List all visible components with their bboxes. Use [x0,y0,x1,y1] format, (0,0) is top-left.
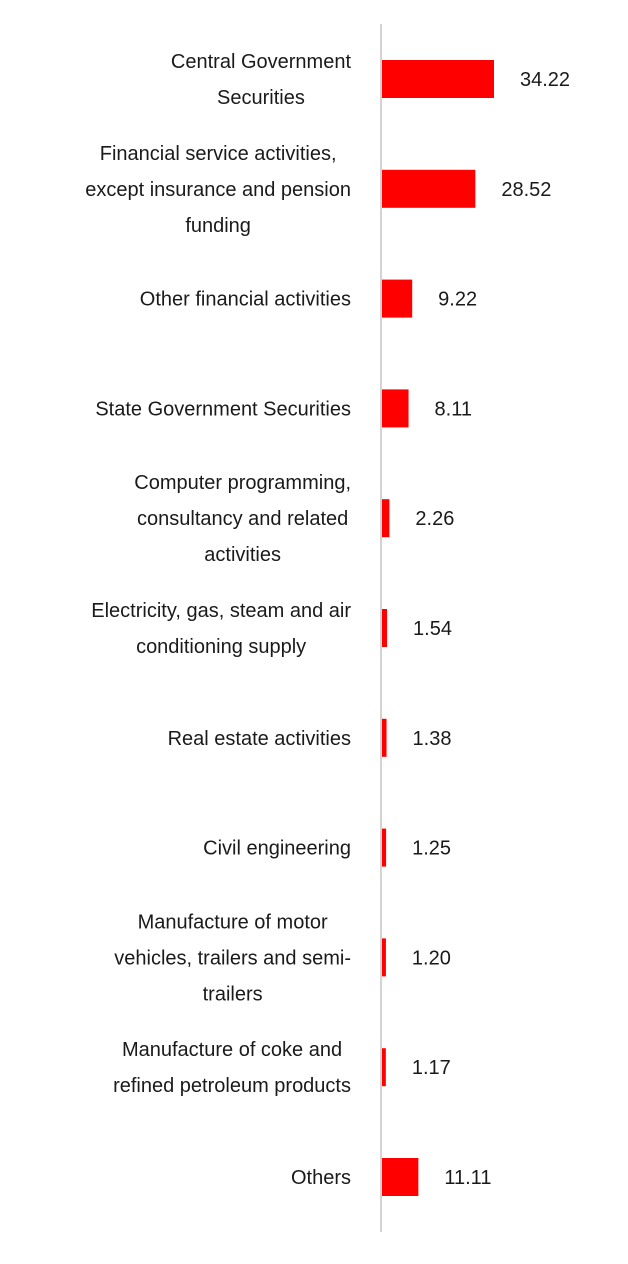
bar-1 [382,60,494,98]
category-label-2: Financial service activities, except insu… [85,143,351,237]
bar-9 [382,938,386,977]
value-label-7: 1.38 [413,728,452,750]
value-label-10: 1.17 [412,1057,451,1079]
category-label-line: Real estate activities [168,728,351,750]
category-label-7: Real estate activities [168,728,351,750]
value-labels: 34.22 28.52 9.22 8.11 2.26 1.54 1.38 1.25 1.20 1.… [412,69,570,1189]
value-label-1: 34.22 [520,69,570,91]
category-label-line: except insurance and pension [85,179,351,201]
value-label-5: 2.26 [415,508,454,530]
category-label-line: Financial service activities, [100,143,337,165]
value-label-4: 8.11 [435,398,472,420]
bar-5 [382,499,390,538]
category-label-line: Securities [217,87,305,109]
category-label-6: Electricity, gas, steam and air condition… [91,600,351,658]
category-label-line: Civil engineering [203,838,351,860]
bar-2 [382,169,476,208]
value-label-11: 11.11 [444,1167,491,1189]
category-label-line: Other financial activities [140,289,351,311]
value-label-3: 9.22 [438,289,477,311]
category-label-1: Central Government Securities [171,51,352,109]
value-label-9: 1.20 [412,947,451,969]
category-label-line: Electricity, gas, steam and air [91,600,351,622]
category-label-line: refined petroleum products [113,1075,351,1097]
category-label-line: conditioning supply [136,636,306,658]
bar-8 [382,828,387,867]
category-label-line: Computer programming, [134,472,351,494]
category-label-line: funding [185,215,251,237]
category-labels: Central Government Securities Financial se… [85,51,351,1189]
category-label-11: Others [291,1167,351,1189]
value-label-6: 1.54 [413,618,452,640]
category-label-3: Other financial activities [140,289,351,311]
bar-3 [382,279,413,318]
category-label-line: Central Government [171,51,352,73]
category-label-line: consultancy and related [137,508,348,530]
value-label-2: 28.52 [501,179,551,201]
category-label-line: State Government Securities [95,398,351,420]
category-label-line: activities [204,544,281,566]
category-label-5: Computer programming, consultancy and rel… [134,472,351,566]
bar-7 [382,718,387,757]
value-label-8: 1.25 [412,838,451,860]
category-label-line: Manufacture of motor [138,911,328,933]
category-label-8: Civil engineering [203,838,351,860]
category-label-line: trailers [203,983,263,1005]
bar-11 [382,1158,419,1196]
category-label-10: Manufacture of coke and refined petroleum… [113,1039,351,1097]
category-label-line: Others [291,1167,351,1189]
category-label-9: Manufacture of motor vehicles, trailers a… [114,911,351,1005]
bar-6 [382,609,388,647]
category-label-line: vehicles, trailers and semi- [114,947,351,969]
category-label-4: State Government Securities [95,398,351,420]
bar-10 [382,1048,386,1087]
bars [382,60,494,1196]
category-label-line: Manufacture of coke and [122,1039,342,1061]
bar-4 [382,389,409,428]
